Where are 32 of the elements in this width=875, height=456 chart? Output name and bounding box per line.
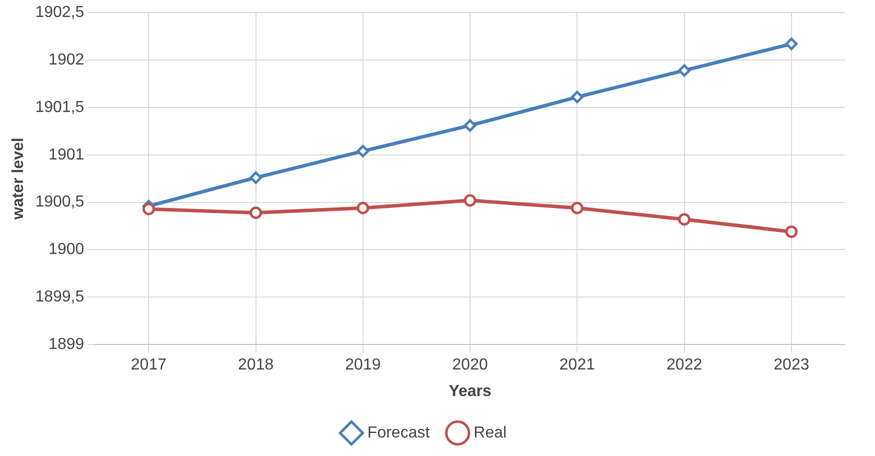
y-tick-label: 1900,5 (35, 194, 84, 211)
point (142, 202, 155, 216)
x-tick-label: 2020 (452, 356, 488, 374)
x-axis-title: Years (448, 382, 492, 400)
x-tick-label: 2019 (345, 356, 381, 374)
y-tick-label: 1902,5 (35, 4, 84, 22)
point (464, 119, 476, 132)
point (250, 206, 262, 219)
y-tick-label: 1899,5 (35, 288, 84, 306)
point (785, 225, 798, 238)
point (570, 202, 584, 214)
point (570, 90, 584, 104)
x-tick-label: 2023 (774, 356, 810, 374)
y-tick-label: 1899 (48, 336, 84, 354)
x-tick-label: 2018 (238, 356, 274, 374)
point (678, 64, 691, 77)
y-tick-label: 1902 (48, 51, 84, 68)
point (356, 144, 370, 158)
x-tick-label: 2022 (666, 356, 702, 374)
legend-label: Forecast (367, 424, 430, 442)
y-tick-label: 1901,5 (35, 98, 84, 116)
x-tick-label: 2021 (559, 356, 596, 374)
point (356, 202, 370, 214)
point (464, 194, 476, 207)
legend-label: Real (474, 424, 507, 442)
x-tick-label: 2017 (130, 356, 167, 374)
point (250, 171, 262, 184)
point (785, 38, 798, 50)
point (678, 213, 691, 226)
y-tick-label: 1900 (48, 241, 84, 258)
y-axis-title: water level (10, 138, 28, 221)
y-tick-label: 1901 (48, 146, 84, 164)
